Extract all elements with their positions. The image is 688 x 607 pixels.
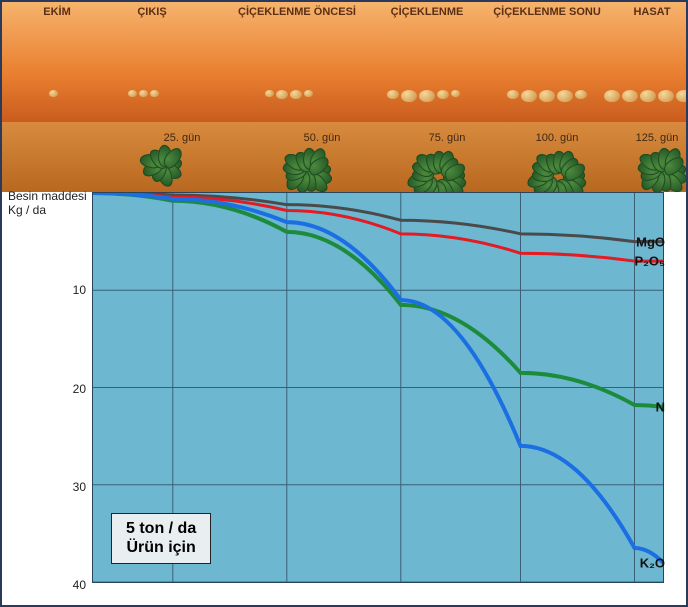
tuber-icon <box>276 90 288 99</box>
tuber-cluster <box>49 90 58 97</box>
tuber-icon <box>658 90 674 102</box>
tuber-icon <box>640 90 656 102</box>
tuber-icon <box>521 90 537 102</box>
tuber-icon <box>604 90 620 102</box>
tuber-icon <box>437 90 449 99</box>
tuber-icon <box>575 90 587 99</box>
day-label: 75. gün <box>429 132 466 144</box>
stage-label: ÇİÇEKLENME ÖNCESİ <box>238 6 356 18</box>
y-axis-title: Besin maddesi Kg / da <box>8 190 87 218</box>
tuber-icon <box>451 90 460 97</box>
tuber-cluster <box>507 90 587 102</box>
y-axis-title-line1: Besin maddesi <box>8 190 87 204</box>
y-tick-label: 20 <box>60 382 86 396</box>
stage-label: ÇİÇEKLENME SONU <box>493 6 601 18</box>
tuber-icon <box>49 90 58 97</box>
stage-label: ÇIKIŞ <box>137 6 166 18</box>
series-label-K2O: K₂O <box>636 555 665 570</box>
tuber-icon <box>290 90 302 99</box>
tuber-icon <box>419 90 435 102</box>
caption-box: 5 ton / da Ürün için <box>111 513 211 564</box>
series-P2O5 <box>93 193 663 261</box>
stage-label: EKİM <box>43 6 71 18</box>
tuber-cluster <box>604 90 688 102</box>
tuber-icon <box>622 90 638 102</box>
y-tick-label: 10 <box>60 283 86 297</box>
tuber-icon <box>401 90 417 102</box>
tuber-icon <box>128 90 137 97</box>
tuber-icon <box>557 90 573 102</box>
tuber-icon <box>304 90 313 97</box>
series-label-P2O5: P₂O₅ <box>630 254 665 269</box>
tuber-cluster <box>128 90 159 97</box>
y-tick-label: 40 <box>60 578 86 592</box>
y-axis-title-line2: Kg / da <box>8 204 87 218</box>
tuber-icon <box>507 90 519 99</box>
day-label: 50. gün <box>304 132 341 144</box>
series-label-N: N <box>652 399 665 414</box>
chart-panel: MgO P₂O₅ N K₂O 5 ton / da Ürün için <box>92 192 664 583</box>
sky-band <box>2 2 686 122</box>
day-label: 125. gün <box>636 132 679 144</box>
tuber-icon <box>265 90 274 97</box>
day-label: 100. gün <box>536 132 579 144</box>
caption-line1: 5 ton / da <box>126 520 196 538</box>
tuber-icon <box>387 90 399 99</box>
series-K2O <box>93 193 663 563</box>
tuber-cluster <box>387 90 460 102</box>
day-label: 25. gün <box>164 132 201 144</box>
stage-label: HASAT <box>633 6 670 18</box>
figure-root: EKİM ÇIKIŞ ÇİÇEKLENME ÖNCESİ ÇİÇEKLENME ÇİÇE… <box>0 0 688 607</box>
caption-line2: Ürün için <box>126 539 196 557</box>
y-tick-label: 30 <box>60 480 86 494</box>
tuber-cluster <box>265 90 313 99</box>
tuber-icon <box>150 90 159 97</box>
stage-label: ÇİÇEKLENME <box>391 6 464 18</box>
tuber-icon <box>539 90 555 102</box>
tuber-icon <box>139 90 148 97</box>
tuber-icon <box>676 90 688 102</box>
series-label-MgO: MgO <box>632 234 665 249</box>
